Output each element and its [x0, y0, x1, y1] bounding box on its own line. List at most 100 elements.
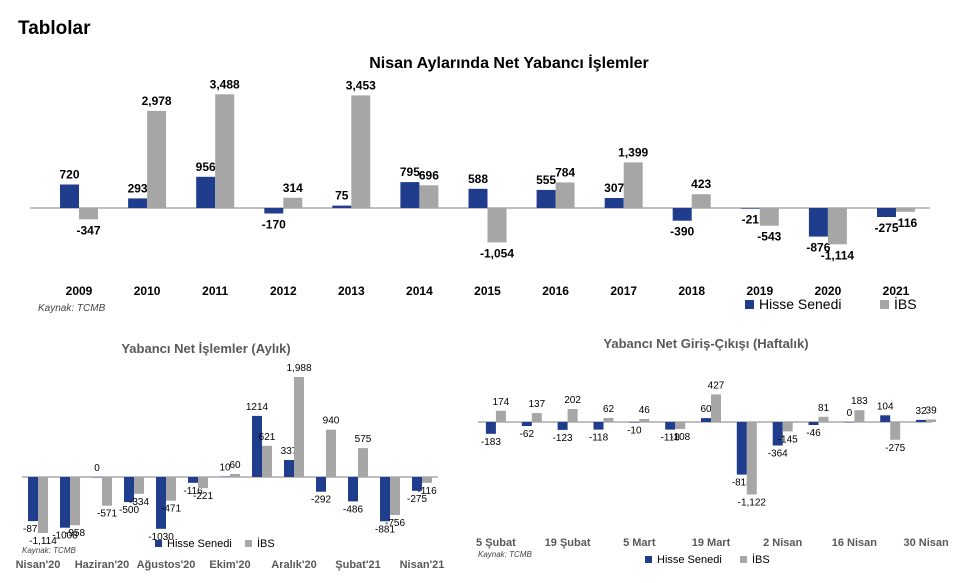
- weekly-data-label: 104: [877, 401, 894, 412]
- weekly-tick-label: 19 Mart: [692, 537, 731, 549]
- weekly-data-label: -183: [481, 437, 501, 448]
- weekly-chart-source: Kaynak: TCMB: [478, 550, 532, 559]
- page-title: Tablolar: [18, 18, 91, 39]
- monthly-bar-hisse: [156, 477, 166, 529]
- weekly-bar-hisse: [557, 422, 568, 430]
- weekly-data-label: 32: [916, 406, 928, 417]
- weekly-data-label: -118: [661, 433, 681, 444]
- monthly-bar-hisse: [60, 477, 70, 528]
- weekly-data-label: 427: [708, 380, 725, 391]
- weekly-bar-hisse: [772, 422, 783, 446]
- monthly-data-label: -486: [343, 504, 363, 515]
- monthly-tick-label: Nisan'20: [16, 559, 61, 571]
- weekly-data-label: -275: [885, 443, 905, 454]
- monthly-bar-ibs: [358, 448, 368, 477]
- weekly-tick-label: 5 Şubat: [476, 537, 516, 549]
- weekly-data-label: 39: [926, 406, 938, 417]
- main-tick-label: 2017: [610, 284, 637, 298]
- weekly-data-label: -1,122: [738, 498, 767, 509]
- weekly-bar-ibs: [854, 410, 865, 422]
- main-bar-ibs: [623, 162, 643, 208]
- monthly-tick-label: Şubat'21: [335, 559, 380, 571]
- main-data-label: 784: [555, 165, 575, 179]
- weekly-data-label: -814: [732, 478, 752, 489]
- weekly-tick-label: 30 Nisan: [903, 537, 949, 549]
- weekly-bar-hisse: [844, 422, 855, 423]
- monthly-data-label: -116: [183, 486, 203, 497]
- monthly-legend-label-hisse: Hisse Senedi: [167, 538, 232, 550]
- monthly-data-label: -571: [97, 509, 117, 520]
- main-bar-hisse: [128, 198, 148, 208]
- main-bar-ibs: [555, 182, 575, 208]
- weekly-data-label: 174: [493, 397, 510, 408]
- monthly-data-label: 575: [355, 434, 372, 445]
- main-bar-ibs: [351, 95, 371, 208]
- monthly-bar-ibs: [134, 477, 144, 494]
- weekly-legend-label-ibs: İBS: [752, 553, 770, 566]
- monthly-data-label: 1214: [246, 402, 269, 413]
- main-bar-hisse: [468, 188, 488, 208]
- weekly-data-label: 0: [847, 408, 853, 419]
- weekly-data-label: 81: [818, 403, 830, 414]
- main-tick-label: 2010: [134, 284, 161, 298]
- main-bar-hisse: [877, 208, 896, 217]
- main-bar-ibs: [896, 208, 915, 212]
- main-bar-ibs: [215, 94, 235, 208]
- monthly-bar-ibs: [70, 477, 80, 526]
- weekly-bar-ibs: [603, 418, 614, 422]
- main-legend-swatch-ibs: [880, 300, 889, 309]
- main-tick-label: 2012: [270, 284, 297, 298]
- main-data-label: -1,054: [480, 246, 514, 260]
- weekly-tick-label: 19 Şubat: [545, 537, 591, 549]
- monthly-legend-swatch-hisse: [155, 540, 162, 547]
- main-bar-ibs: [827, 208, 847, 245]
- monthly-data-label: 60: [229, 460, 241, 471]
- main-data-label: -876: [806, 241, 830, 255]
- monthly-data-label: -116: [417, 486, 437, 497]
- monthly-data-label: -221: [193, 491, 213, 502]
- monthly-bar-ibs: [102, 477, 112, 506]
- weekly-bar-ibs: [639, 419, 650, 422]
- weekly-bar-ibs: [531, 413, 542, 422]
- monthly-data-label: -1030: [148, 532, 174, 543]
- main-bar-hisse: [400, 182, 420, 208]
- main-bar-ibs: [79, 208, 98, 220]
- monthly-data-label: 337: [281, 446, 298, 457]
- monthly-data-label: -500: [119, 505, 139, 516]
- main-data-label: 314: [283, 181, 303, 195]
- monthly-bar-ibs: [294, 377, 304, 477]
- monthly-chart-title: Yabancı Net İşlemler (Aylık): [121, 341, 290, 356]
- main-bar-hisse: [196, 176, 216, 208]
- monthly-bar-hisse: [252, 415, 262, 477]
- monthly-bar-hisse: [28, 477, 38, 522]
- weekly-bar-hisse: [736, 422, 747, 475]
- monthly-data-label: -471: [161, 504, 181, 515]
- main-bar-ibs: [691, 194, 711, 208]
- monthly-data-label: 940: [323, 416, 340, 427]
- main-bar-hisse: [536, 189, 556, 208]
- weekly-bar-ibs: [890, 422, 901, 440]
- monthly-data-label: 10: [219, 463, 231, 474]
- weekly-data-label: -145: [778, 434, 798, 445]
- monthly-chart-source: Kaynak: TCMB: [22, 546, 76, 555]
- weekly-tick-label: 5 Mart: [623, 537, 656, 549]
- weekly-tick-label: 2 Nisan: [763, 537, 802, 549]
- main-bar-hisse: [808, 208, 828, 237]
- weekly-data-label: 60: [700, 404, 712, 415]
- monthly-bar-hisse: [284, 460, 294, 477]
- main-data-label: 3,488: [210, 77, 240, 91]
- main-data-label: -347: [76, 223, 100, 237]
- monthly-bar-hisse: [220, 476, 230, 477]
- weekly-data-label: 137: [528, 399, 545, 410]
- monthly-bar-ibs: [262, 445, 272, 477]
- weekly-bar-hisse: [629, 422, 640, 423]
- monthly-data-label: -958: [65, 528, 85, 539]
- monthly-bar-ibs: [166, 477, 176, 501]
- main-legend-label-hisse: Hisse Senedi: [759, 296, 842, 312]
- monthly-bar-hisse: [412, 477, 422, 491]
- main-data-label: 3,453: [346, 78, 376, 92]
- main-bar-ibs: [283, 197, 303, 208]
- weekly-bar-hisse: [701, 418, 711, 422]
